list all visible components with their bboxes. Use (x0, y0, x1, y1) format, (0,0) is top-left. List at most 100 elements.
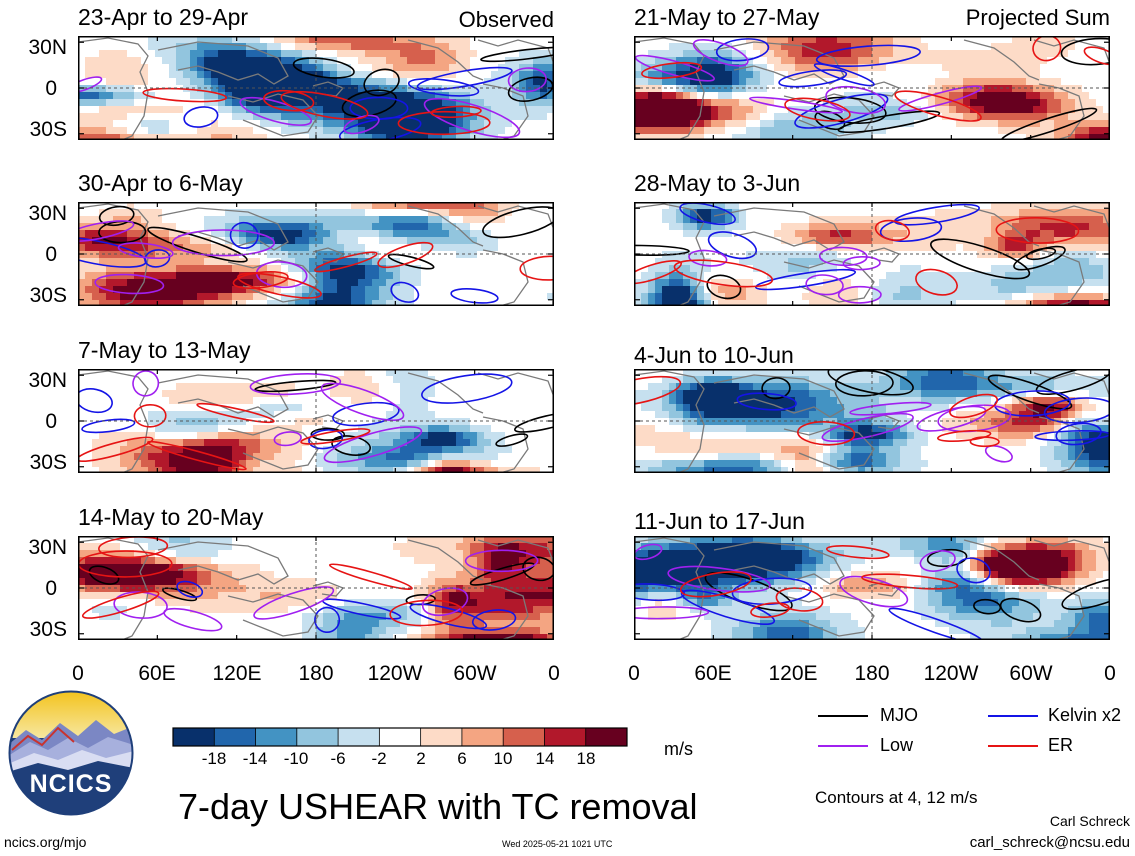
ticks (78, 536, 554, 640)
colorbar-swatch (338, 728, 380, 746)
wave-contours (78, 46, 554, 140)
legend-label-low: Low (880, 735, 914, 755)
legend-label-kelvin: Kelvin x2 (1048, 705, 1122, 725)
x-tick-label: 120E (768, 662, 818, 685)
colorbar-tick: 10 (493, 749, 513, 768)
panel-map (78, 36, 554, 140)
legend-swatch-kelvin (988, 715, 1038, 717)
author-name: Carl Schreck (1049, 813, 1130, 829)
x-tick-label: 0 (1104, 662, 1116, 685)
shading (634, 536, 1110, 640)
y-tick-label: 0 (45, 243, 57, 266)
legend-swatch-er (988, 745, 1038, 747)
colorbar-swatch (503, 728, 545, 746)
panel-map (634, 369, 1110, 473)
colorbar-tick: 14 (535, 749, 555, 768)
legend-swatch-mjo (818, 715, 868, 717)
y-tick-label: 0 (45, 577, 57, 600)
wave-contours (634, 543, 1110, 640)
x-tick-label: 120E (212, 662, 262, 685)
colorbar-swatch (585, 728, 628, 746)
panel-map (634, 36, 1110, 140)
x-tick-label: 180 (854, 662, 890, 685)
panel-map (78, 202, 554, 306)
x-tick-label: 60E (694, 662, 732, 685)
legend-swatch-low (818, 745, 868, 747)
shading (78, 36, 554, 140)
wave-contours (634, 369, 1110, 463)
coastlines (634, 37, 1110, 140)
x-tick-label: 60E (138, 662, 176, 685)
wave-contours (78, 370, 554, 471)
colorbar-tick: -10 (283, 749, 309, 768)
legend-label-er: ER (1048, 735, 1074, 755)
y-tick-label: 30S (29, 284, 67, 307)
ticks (78, 202, 554, 306)
x-tick-label: 60W (1009, 662, 1053, 685)
coastlines (78, 537, 554, 640)
shading (78, 202, 554, 306)
wave-contours (78, 536, 554, 633)
colorbar-swatch (173, 728, 215, 746)
colorbar-tick: -2 (371, 749, 387, 768)
y-tick-label: 0 (45, 410, 57, 433)
shading (78, 536, 554, 640)
x-tick-label: 60W (453, 662, 497, 685)
y-tick-label: 30S (29, 618, 67, 641)
panel-title: 21-May to 27-May (634, 4, 820, 30)
y-tick-label: 0 (45, 77, 57, 100)
ticks (78, 36, 554, 140)
panel-title: 23-Apr to 29-Apr (78, 4, 249, 30)
panel-title: 14-May to 20-May (78, 504, 264, 530)
colorbar-swatch (544, 728, 587, 746)
panel-title: 28-May to 3-Jun (634, 170, 801, 196)
panel-tag: Projected Sum (965, 5, 1110, 30)
shading (78, 369, 554, 473)
panel-title: 11-Jun to 17-Jun (634, 508, 805, 534)
wave-contours (634, 202, 1080, 304)
colorbar-tick: 18 (576, 749, 596, 768)
ticks (634, 36, 1110, 140)
x-tick-label: 0 (72, 662, 84, 685)
ticks (634, 536, 1110, 640)
ticks (78, 369, 554, 473)
colorbar-unit: m/s (664, 739, 693, 759)
wave-contours (78, 205, 554, 304)
coastlines (634, 537, 1110, 640)
panel-title: 7-May to 13-May (78, 337, 251, 363)
x-tick-label: 180 (298, 662, 334, 685)
y-tick-label: 30N (28, 536, 67, 559)
logo-text: NCICS (30, 770, 113, 798)
wave-contours (634, 36, 1110, 140)
x-tick-label: 120W (923, 662, 979, 685)
ncics-logo: NCICS (8, 690, 134, 816)
figure-title: 7-day USHEAR with TC removal (178, 786, 698, 827)
y-tick-label: 30N (28, 202, 67, 225)
y-tick-label: 30S (29, 451, 67, 474)
coastlines (634, 203, 1110, 306)
x-tick-label: 0 (548, 662, 560, 685)
colorbar-tick: -18 (201, 749, 227, 768)
panel-title: 30-Apr to 6-May (78, 170, 243, 196)
ticks (634, 202, 1110, 306)
colorbar-tick: 2 (416, 749, 426, 768)
panel-map (78, 536, 554, 640)
y-tick-label: 30N (28, 369, 67, 392)
y-tick-label: 30S (29, 118, 67, 141)
y-tick-label: 30N (28, 36, 67, 59)
colorbar-swatch (379, 728, 422, 746)
author-email: carl_schreck@ncsu.edu (969, 834, 1130, 851)
panel-tag: Observed (458, 7, 554, 32)
panel-map (78, 369, 554, 473)
panel-map (634, 536, 1110, 640)
x-tick-label: 120W (367, 662, 423, 685)
shading (634, 369, 1110, 473)
legend-label-mjo: MJO (880, 705, 918, 725)
ticks (634, 369, 1110, 473)
colorbar-swatch (461, 728, 504, 746)
contours-note: Contours at 4, 12 m/s (815, 788, 978, 807)
panel-title: 4-Jun to 10-Jun (634, 342, 794, 368)
colorbar-swatch (420, 728, 463, 746)
colorbar-tick: -6 (330, 749, 346, 768)
